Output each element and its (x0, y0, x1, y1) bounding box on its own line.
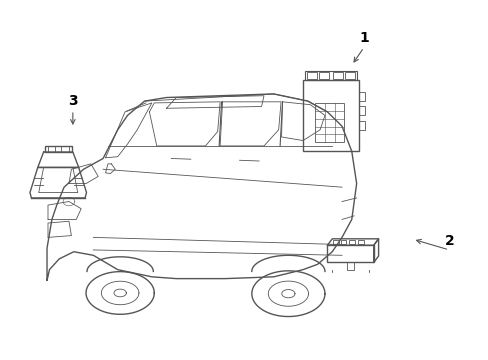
Bar (332, 72, 342, 79)
Bar (332, 240, 338, 244)
Bar (358, 121, 364, 130)
Bar (61, 145, 69, 152)
Text: 2: 2 (444, 234, 453, 248)
Bar (358, 107, 364, 116)
Bar (306, 72, 316, 79)
Bar (319, 72, 328, 79)
Bar (315, 103, 344, 142)
Text: 3: 3 (68, 94, 78, 108)
Bar (44, 145, 72, 152)
Bar (47, 145, 55, 152)
Text: 1: 1 (358, 31, 368, 45)
Bar (305, 71, 356, 80)
Bar (346, 262, 354, 270)
Bar (303, 80, 358, 151)
Bar (358, 92, 364, 101)
Bar (345, 72, 354, 79)
Bar (348, 240, 354, 244)
Bar (327, 245, 373, 262)
Bar (357, 240, 363, 244)
Bar (340, 240, 346, 244)
